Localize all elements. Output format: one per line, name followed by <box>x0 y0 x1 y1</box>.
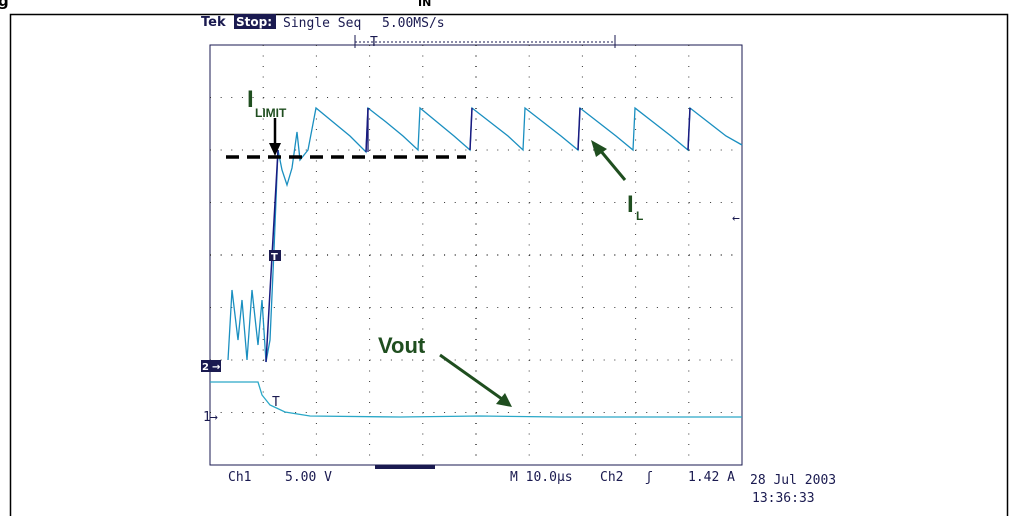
il-sub: L <box>636 209 643 223</box>
ch2-arrow: → <box>212 362 220 373</box>
frame <box>11 15 1008 517</box>
trig-marker-ch1: T <box>272 395 280 410</box>
trigger-top: T <box>370 35 378 50</box>
date: 28 Jul 2003 <box>750 473 836 488</box>
brand: Tek <box>201 15 226 30</box>
graticule <box>210 45 742 465</box>
trig-slope: ʃ <box>645 470 653 485</box>
vout-arrow <box>440 355 502 399</box>
caption-fragment: g <box>0 0 9 10</box>
vout-trace <box>210 382 742 417</box>
trig-src: Ch2 <box>600 470 623 485</box>
mode: Single Seq <box>283 16 361 31</box>
current-edges <box>266 108 690 362</box>
il-label: I <box>627 191 634 218</box>
ilimit-label: I <box>247 86 254 113</box>
il-arrow <box>600 150 625 180</box>
state: Stop: <box>236 15 272 29</box>
trig-marker-label: T <box>271 252 278 263</box>
level-arrow: ← <box>732 211 740 226</box>
ilimit-sub: LIMIT <box>255 106 287 120</box>
trig-level: 1.42 A <box>688 470 735 485</box>
current-trace <box>228 108 742 362</box>
ch1-arrow: → <box>210 410 218 425</box>
caption-subscript: IN <box>418 0 431 9</box>
timebase: M 10.0µs <box>510 470 573 485</box>
vout-label: Vout <box>378 333 426 358</box>
ch1: Ch1 <box>228 470 251 485</box>
record-indicator <box>375 465 435 469</box>
time: 13:36:33 <box>752 491 815 506</box>
rate: 5.00MS/s <box>382 16 445 31</box>
figure: g IN Tek Stop: Single Seq 5.00MS/s T T T… <box>0 0 1016 516</box>
ch2-marker-label: 2 <box>202 362 209 373</box>
ch1-scale: 5.00 V <box>285 470 332 485</box>
